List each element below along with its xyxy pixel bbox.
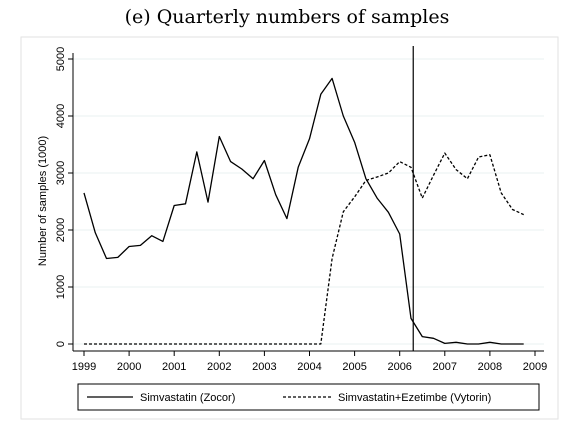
y-tick-label: 5000 — [55, 47, 67, 71]
x-tick-label: 2000 — [117, 361, 141, 373]
series-line-vytorin — [84, 152, 524, 345]
x-tick-label: 2008 — [478, 361, 502, 373]
chart-outer-frame — [20, 36, 559, 420]
x-tick-label: 2002 — [207, 361, 231, 373]
series-lines — [83, 77, 524, 345]
series-line-zocor — [83, 77, 524, 345]
y-tick-label: 2000 — [55, 218, 67, 242]
x-ticks: 1999 2000 2001 2002 2003 2004 2005 2006 2007 2008… — [72, 351, 547, 373]
legend-label-vytorin: Simvastatin+Ezetimbe (Vytorin) — [338, 392, 491, 404]
axes — [72, 53, 544, 352]
x-tick-label: 2006 — [387, 361, 411, 373]
x-tick-label: 2007 — [433, 361, 457, 373]
chart-title: (e) Quarterly numbers of samples — [125, 6, 450, 28]
x-tick-label: 2001 — [162, 361, 186, 373]
x-tick-label: 2005 — [342, 361, 366, 373]
x-tick-label: 2003 — [252, 361, 276, 373]
y-tick-label: 3000 — [55, 161, 67, 185]
y-ticks: 0 1000 2000 3000 4000 5000 — [55, 47, 73, 347]
x-tick-label: 1999 — [72, 361, 96, 373]
legend-label-zocor: Simvastatin (Zocor) — [140, 392, 235, 404]
y-tick-label: 1000 — [55, 275, 67, 299]
x-tick-label: 2009 — [523, 361, 547, 373]
y-tick-label: 0 — [55, 341, 67, 347]
y-axis-label: Number of samples (1000) — [37, 136, 49, 266]
y-tick-label: 4000 — [55, 104, 67, 128]
x-tick-label: 2004 — [297, 361, 321, 373]
legend: Simvastatin (Zocor) Simvastatin+Ezetimbe… — [77, 383, 540, 411]
